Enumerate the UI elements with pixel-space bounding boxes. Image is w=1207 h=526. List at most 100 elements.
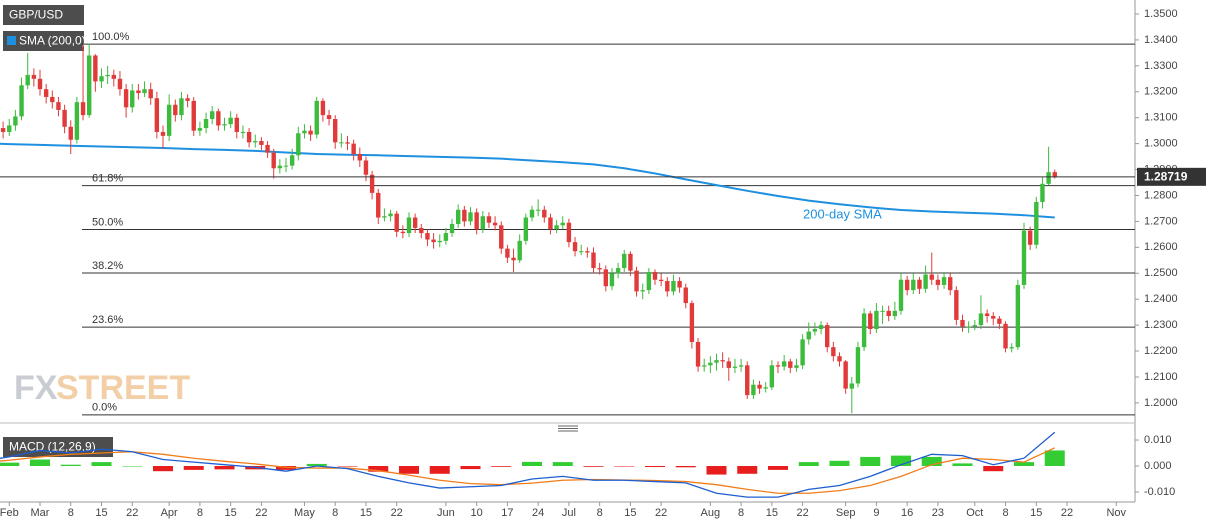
candle-body: [333, 119, 338, 143]
candle-body: [80, 102, 86, 116]
candle-body: [166, 104, 172, 136]
candle-body: [738, 365, 744, 367]
candle-body: [486, 216, 492, 223]
candle-body: [234, 117, 239, 132]
candle-body: [308, 130, 313, 135]
candle-body: [185, 98, 190, 101]
candle-body: [87, 55, 92, 116]
histogram-bar: [183, 466, 204, 470]
candle-body: [179, 98, 184, 116]
candle-body: [130, 90, 135, 108]
candle-body: [62, 109, 67, 127]
candle-body: [105, 74, 110, 77]
candle-body: [603, 269, 608, 287]
histogram-bar: [952, 463, 973, 466]
candle-body: [240, 131, 246, 133]
candle-body: [880, 310, 885, 312]
candle-body: [216, 111, 221, 126]
candle-body: [302, 130, 307, 134]
candle-body: [400, 231, 406, 234]
candle-body: [357, 154, 362, 161]
candle-body: [265, 144, 270, 153]
sma-line: [0, 142, 1055, 219]
candle-body: [818, 325, 824, 329]
candle-body: [825, 325, 830, 348]
candle-body: [591, 252, 596, 269]
candle-body: [388, 213, 393, 217]
candle-body: [1009, 347, 1014, 349]
y-tick-label: 1.3500: [1144, 8, 1178, 20]
histogram-bar: [768, 466, 788, 470]
y-tick-label: 1.3100: [1144, 112, 1178, 124]
candle-body: [855, 347, 861, 384]
candle-body: [437, 240, 442, 243]
x-tick-label: Aug: [701, 507, 721, 519]
candle-body: [369, 174, 375, 193]
candle-body: [665, 281, 670, 292]
symbol-label: GBP/USD: [9, 8, 63, 22]
candle-body: [671, 281, 676, 292]
histogram-bar: [860, 456, 881, 466]
candle-body: [892, 310, 898, 317]
histogram-bar: [491, 466, 512, 467]
histogram-bar: [214, 466, 235, 470]
histogram-bar: [153, 466, 173, 472]
candle-body: [708, 362, 713, 366]
x-tick-label: Sep: [836, 507, 856, 519]
y-tick-label: 1.3300: [1144, 60, 1178, 72]
candle-body: [277, 165, 283, 169]
histogram-bar: [0, 462, 20, 466]
candle-body: [210, 111, 215, 119]
x-tick-label: 15: [1030, 507, 1042, 519]
candle-body: [517, 240, 522, 261]
candle-body: [259, 141, 264, 145]
x-tick-label: 15: [766, 507, 778, 519]
candle-body: [948, 277, 953, 291]
x-tick-label: 22: [655, 507, 667, 519]
candle-body: [831, 347, 836, 357]
candle-body: [658, 279, 664, 282]
candle-body: [769, 365, 775, 388]
candle-body: [781, 361, 787, 367]
candle-body: [548, 217, 553, 230]
candle-body: [468, 212, 473, 222]
candle-body: [991, 316, 996, 319]
candle-body: [702, 365, 707, 367]
x-tick-label: Nov: [1106, 507, 1126, 519]
histogram-bar: [460, 466, 481, 470]
x-tick-label: 22: [796, 507, 808, 519]
candle-body: [111, 74, 116, 79]
candle-body: [511, 257, 516, 261]
legend-label: SMA (200,0): [19, 34, 86, 48]
candle-body: [246, 131, 252, 143]
candle-body: [732, 366, 738, 368]
y-tick-label: -0.010: [1144, 486, 1175, 498]
candle-body: [960, 319, 965, 327]
candle-body: [253, 141, 258, 143]
fib-label: 61.8%: [92, 173, 123, 185]
candle-body: [99, 76, 104, 82]
candle-body: [1021, 230, 1027, 285]
histogram-bar: [522, 461, 542, 466]
candle-body: [363, 160, 369, 175]
y-tick-label: 1.3200: [1144, 86, 1178, 98]
pane-handle[interactable]: [558, 425, 578, 432]
candle-body: [1040, 183, 1045, 202]
candle-body: [634, 270, 639, 292]
x-tick-label: 8: [738, 507, 744, 519]
legend-swatch: [7, 36, 16, 45]
candle-body: [886, 310, 891, 317]
y-tick-label: 1.2700: [1144, 215, 1178, 227]
candle-body: [800, 339, 805, 366]
candle-body: [579, 251, 584, 253]
x-tick-label: 22: [1061, 507, 1073, 519]
y-tick-label: 1.3400: [1144, 34, 1178, 46]
x-tick-label: 16: [901, 507, 913, 519]
candle-body: [597, 268, 602, 270]
candle-body: [554, 225, 559, 230]
candle-body: [406, 217, 412, 234]
candle-body: [757, 384, 762, 389]
x-tick-label: Jun: [437, 507, 455, 519]
candle-body: [689, 303, 695, 342]
